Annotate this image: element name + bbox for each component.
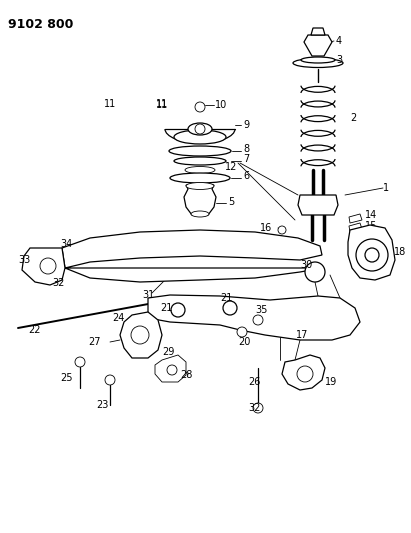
Ellipse shape (301, 57, 335, 63)
Text: 7: 7 (243, 154, 249, 164)
Text: 21: 21 (220, 293, 232, 303)
Text: 29: 29 (162, 347, 174, 357)
Ellipse shape (174, 157, 226, 165)
Text: 3: 3 (336, 55, 342, 65)
Text: 30: 30 (300, 260, 312, 270)
Circle shape (305, 262, 325, 282)
Circle shape (171, 303, 185, 317)
Ellipse shape (188, 123, 212, 135)
Text: 14: 14 (365, 210, 377, 220)
Circle shape (195, 124, 205, 134)
Circle shape (131, 326, 149, 344)
Text: 13: 13 (260, 235, 272, 245)
Circle shape (253, 315, 263, 325)
Polygon shape (155, 355, 186, 382)
Ellipse shape (169, 146, 231, 156)
Text: 9: 9 (243, 120, 249, 130)
Text: 32: 32 (248, 403, 261, 413)
Polygon shape (349, 223, 362, 232)
Circle shape (365, 248, 379, 262)
Polygon shape (349, 214, 362, 223)
Text: 25: 25 (60, 373, 72, 383)
Circle shape (237, 327, 247, 337)
Text: 2: 2 (350, 113, 356, 123)
Text: 11: 11 (156, 99, 168, 109)
Text: 20: 20 (238, 337, 250, 347)
Polygon shape (120, 312, 162, 358)
Text: 28: 28 (180, 370, 192, 380)
Text: 22: 22 (28, 325, 41, 335)
Text: 4: 4 (336, 36, 342, 46)
Text: 35: 35 (255, 305, 268, 315)
Text: 31: 31 (142, 290, 154, 300)
Circle shape (297, 366, 313, 382)
Ellipse shape (186, 182, 214, 190)
Text: 24: 24 (112, 313, 125, 323)
Ellipse shape (191, 211, 209, 217)
Circle shape (278, 226, 286, 234)
Circle shape (75, 357, 85, 367)
Text: 17: 17 (296, 330, 308, 340)
Text: 19: 19 (325, 377, 337, 387)
Circle shape (105, 375, 115, 385)
Ellipse shape (174, 130, 226, 144)
Polygon shape (298, 195, 338, 215)
Text: 27: 27 (88, 337, 101, 347)
Text: 23: 23 (96, 400, 109, 410)
Text: 6: 6 (243, 171, 249, 181)
Text: 21: 21 (160, 303, 172, 313)
Polygon shape (22, 248, 65, 285)
Text: 12: 12 (225, 162, 238, 172)
Text: 5: 5 (228, 197, 234, 207)
Polygon shape (148, 295, 360, 340)
Ellipse shape (185, 166, 215, 174)
Text: 11: 11 (156, 100, 168, 110)
Text: 26: 26 (248, 377, 261, 387)
Polygon shape (311, 28, 325, 35)
Text: 11: 11 (104, 99, 116, 109)
Text: 16: 16 (260, 223, 272, 233)
Circle shape (253, 403, 263, 413)
Text: 1: 1 (383, 183, 389, 193)
Polygon shape (282, 355, 325, 390)
Polygon shape (184, 185, 216, 215)
Text: 15: 15 (365, 221, 377, 231)
Ellipse shape (170, 173, 230, 183)
Text: 8: 8 (243, 144, 249, 154)
Text: 33: 33 (18, 255, 30, 265)
Text: 10: 10 (215, 100, 227, 110)
Polygon shape (62, 230, 322, 282)
Circle shape (223, 301, 237, 315)
Text: 18: 18 (394, 247, 406, 257)
Text: 32: 32 (52, 278, 65, 288)
Circle shape (195, 102, 205, 112)
Circle shape (40, 258, 56, 274)
Circle shape (167, 365, 177, 375)
Text: 9102 800: 9102 800 (8, 18, 74, 31)
Ellipse shape (293, 59, 343, 68)
Polygon shape (304, 35, 332, 56)
Polygon shape (348, 225, 395, 280)
Circle shape (356, 239, 388, 271)
Circle shape (278, 238, 286, 246)
Text: 34: 34 (60, 239, 72, 249)
